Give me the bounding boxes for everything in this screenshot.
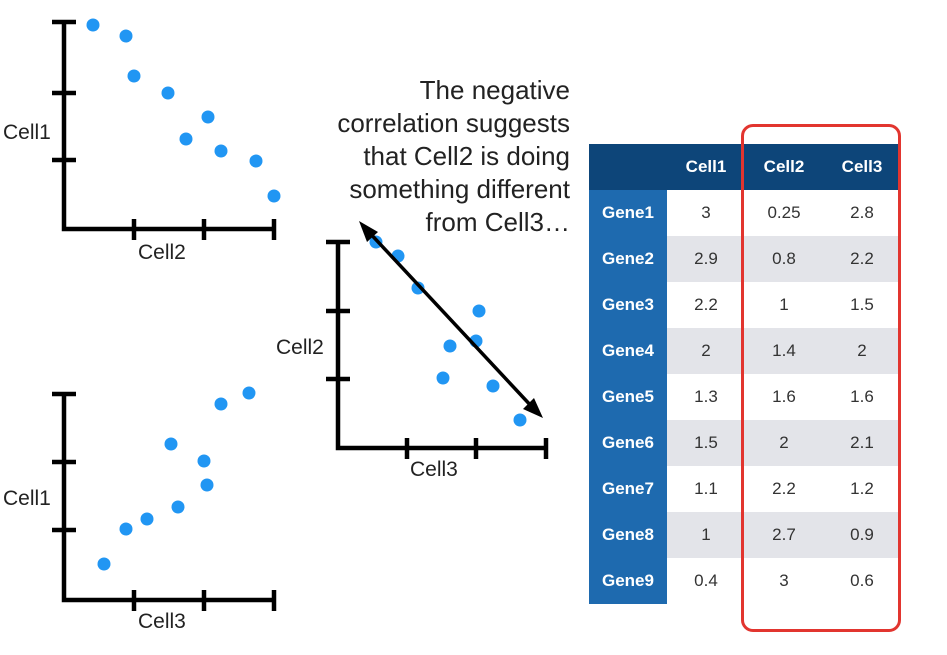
column-header: Cell2 — [745, 144, 823, 190]
data-point — [119, 29, 133, 43]
negative-correlation-arrow — [365, 228, 536, 411]
annotation-line: that Cell2 is doing — [363, 141, 570, 171]
table-cell: 1.2 — [850, 479, 874, 498]
data-point — [486, 379, 500, 393]
table-cell: 2 — [823, 328, 901, 374]
plot1-y-label: Cell1 — [3, 121, 51, 144]
table-row: Gene9 0.4 3 0.6 — [589, 558, 901, 604]
data-point — [513, 413, 527, 427]
table-cell: 1.5 — [850, 295, 874, 314]
plot2-x-label: Cell3 — [410, 458, 458, 481]
gene-expression-table: Cell1 Cell2 Cell3 Gene1 3 0.25 2.8 Gene2… — [589, 144, 901, 604]
table-row: Gene7 1.1 2.2 1.2 — [589, 466, 901, 512]
annotation-line: The negative — [419, 75, 570, 105]
data-point — [436, 371, 450, 385]
table-row: Gene2 2.9 0.8 2.2 — [589, 236, 901, 282]
table-cell: 0.6 — [850, 571, 874, 590]
annotation-line: correlation suggests — [337, 108, 570, 138]
table-cell: 2.2 — [694, 295, 718, 314]
table-row: Gene6 1.5 2 2.1 — [589, 420, 901, 466]
data-point — [411, 281, 425, 295]
data-point — [201, 110, 215, 124]
table-cell: 1.6 — [772, 387, 796, 406]
table-cell: 3 — [779, 571, 789, 590]
table-cell: 0.8 — [745, 236, 823, 282]
scatter-cell1-vs-cell3: Cell3 Cell1 — [3, 386, 277, 633]
data-point — [140, 512, 154, 526]
table-cell: 1.1 — [694, 479, 718, 498]
data-point — [214, 397, 228, 411]
table-row: Gene8 1 2.7 0.9 — [589, 512, 901, 558]
data-point — [171, 500, 185, 514]
data-point — [119, 522, 133, 536]
table-row: Gene4 2 1.4 2 — [589, 328, 901, 374]
table-corner-cell — [589, 144, 667, 190]
plot2-y-label: Cell2 — [276, 336, 324, 359]
table-cell: 0.4 — [694, 571, 718, 590]
row-header: Gene2 — [589, 236, 667, 282]
row-header: Gene7 — [589, 466, 667, 512]
table-cell: 1.4 — [745, 328, 823, 374]
table-cell: 1.5 — [667, 420, 745, 466]
row-header: Gene9 — [589, 558, 667, 604]
data-point — [161, 86, 175, 100]
table-cell: 2.2 — [823, 236, 901, 282]
table-cell: 0.25 — [767, 203, 801, 222]
plot3-axes — [61, 394, 274, 603]
data-point — [164, 437, 178, 451]
data-point — [179, 132, 193, 146]
table-header-row: Cell1 Cell2 Cell3 — [589, 144, 901, 190]
data-point — [267, 189, 281, 203]
table-cell: 1.6 — [850, 387, 874, 406]
data-point — [472, 304, 486, 318]
row-header: Gene8 — [589, 512, 667, 558]
arrowhead-end — [523, 398, 543, 418]
table-cell: 2 — [667, 328, 745, 374]
row-header: Gene5 — [589, 374, 667, 420]
table-cell: 2.8 — [850, 203, 874, 222]
data-point — [443, 339, 457, 353]
table-cell: 2.1 — [823, 420, 901, 466]
table-cell: 0.9 — [823, 512, 901, 558]
table-cell: 1 — [779, 295, 789, 314]
row-header: Gene6 — [589, 420, 667, 466]
plot1-axes — [61, 22, 274, 232]
data-point — [242, 386, 256, 400]
table-cell: 2.7 — [745, 512, 823, 558]
table-row: Gene1 3 0.25 2.8 — [589, 190, 901, 236]
row-header: Gene4 — [589, 328, 667, 374]
table-cell: 1 — [667, 512, 745, 558]
scatter-cell1-vs-cell2: Cell2 Cell1 — [3, 18, 281, 264]
data-point — [197, 454, 211, 468]
table-cell: 2.9 — [667, 236, 745, 282]
table-cell: 1.3 — [694, 387, 718, 406]
arrowhead-start — [359, 221, 378, 242]
data-point — [127, 69, 141, 83]
data-point — [249, 154, 263, 168]
plot1-x-label: Cell2 — [138, 241, 186, 264]
data-point — [214, 144, 228, 158]
annotation-line: from Cell3… — [425, 207, 570, 237]
plot3-x-label: Cell3 — [138, 610, 186, 633]
row-header: Gene3 — [589, 282, 667, 328]
data-point — [97, 557, 111, 571]
scatter-cell2-vs-cell3: Cell3 Cell2 — [276, 221, 549, 481]
plot3-y-label: Cell1 — [3, 487, 51, 510]
table-row: Gene5 1.3 1.6 1.6 — [589, 374, 901, 420]
cell2-column-highlight — [741, 124, 901, 632]
data-point — [200, 478, 214, 492]
column-header: Cell3 — [823, 144, 901, 190]
annotation-line: something different — [349, 174, 570, 204]
table-row: Gene3 2.2 1 1.5 — [589, 282, 901, 328]
data-point — [86, 18, 100, 32]
table-cell: 3 — [701, 203, 711, 222]
table-cell: 2.2 — [772, 479, 796, 498]
table-cell: 2 — [745, 420, 823, 466]
column-header: Cell1 — [667, 144, 745, 190]
row-header: Gene1 — [589, 190, 667, 236]
annotation-text: The negative correlation suggests that C… — [300, 74, 570, 239]
